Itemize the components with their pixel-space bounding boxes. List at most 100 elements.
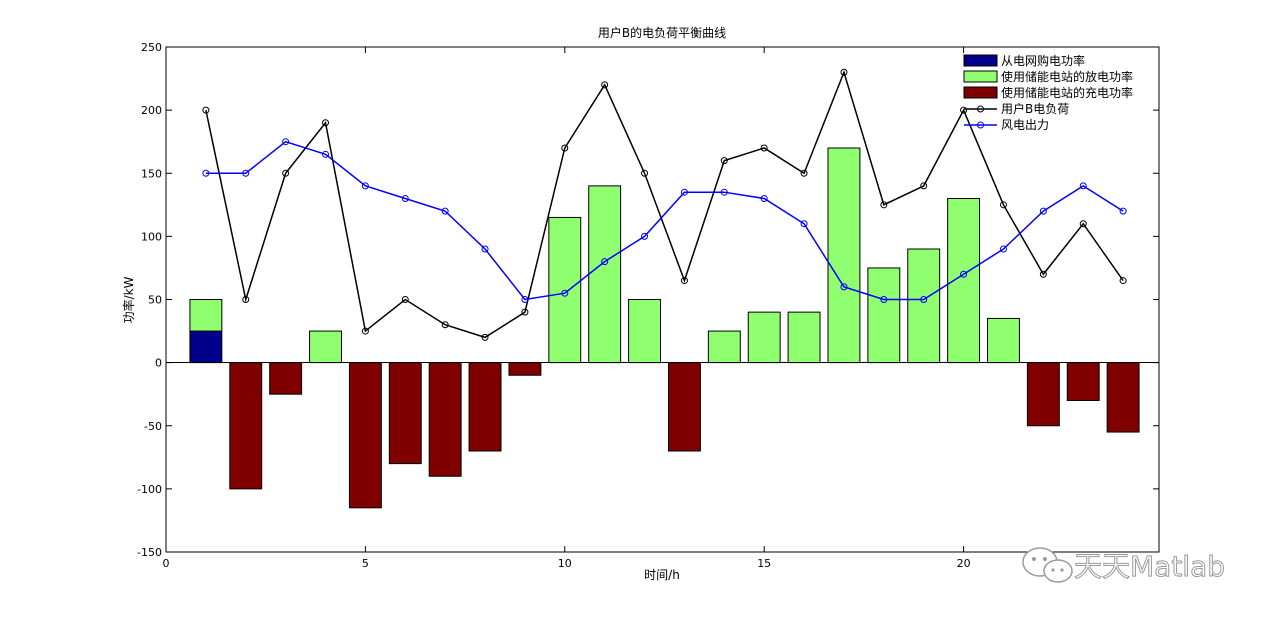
bar — [667, 362, 701, 452]
watermark: 天天Matlab — [1022, 547, 1226, 584]
bar — [707, 330, 741, 364]
data-point — [960, 106, 968, 114]
data-point — [641, 232, 649, 240]
data-point — [441, 321, 449, 329]
data-point — [282, 138, 290, 146]
bar — [588, 185, 622, 364]
data-point — [999, 201, 1007, 209]
bar — [1106, 362, 1140, 433]
data-point — [361, 182, 369, 190]
data-point — [242, 169, 250, 177]
x-axis-label: 时间/h — [644, 568, 680, 582]
y-axis-label: 功率/kW — [121, 276, 136, 323]
watermark-text: 天天Matlab — [1074, 550, 1225, 583]
data-point — [441, 207, 449, 215]
data-point — [800, 169, 808, 177]
data-point — [920, 296, 928, 303]
legend-swatch — [963, 54, 998, 67]
legend-label: 使用储能电站的放电功率 — [1001, 69, 1133, 84]
lines-layer — [202, 68, 1127, 341]
data-point — [322, 150, 330, 158]
legend-marker — [977, 121, 984, 129]
bar — [1066, 362, 1100, 401]
data-point — [880, 201, 888, 209]
bar — [468, 362, 502, 452]
data-point — [641, 169, 649, 177]
x-tick-label: 0 — [163, 557, 170, 570]
data-point — [720, 188, 728, 196]
data-point — [840, 68, 848, 76]
legend-label: 用户B电负荷 — [1001, 101, 1069, 116]
data-point — [1039, 270, 1047, 278]
data-point — [401, 296, 409, 303]
bar — [508, 362, 542, 376]
y-tick-label: 100 — [141, 230, 162, 243]
data-point — [840, 283, 848, 291]
bar — [867, 267, 901, 364]
bar — [628, 299, 662, 364]
bar — [388, 362, 422, 465]
legend-label: 使用储能电站的充电功率 — [1001, 85, 1133, 100]
data-point — [800, 220, 808, 228]
y-tick-label: 50 — [148, 294, 162, 307]
data-point — [880, 296, 888, 303]
data-point — [720, 157, 728, 165]
y-tick-label: 0 — [155, 357, 162, 370]
legend-swatch — [963, 86, 998, 99]
series-line — [205, 69, 1124, 339]
bar — [907, 248, 941, 364]
y-tick-label: 250 — [141, 41, 162, 54]
x-tick-label: 15 — [757, 557, 771, 570]
x-tick-label: 10 — [558, 557, 572, 570]
y-tick-label: -100 — [137, 483, 162, 496]
wechat-icon — [1022, 547, 1073, 583]
data-point — [521, 308, 529, 316]
data-point — [202, 169, 210, 177]
data-point — [1079, 220, 1087, 228]
bar — [189, 330, 223, 364]
legend-label: 风电出力 — [1001, 118, 1049, 132]
bar — [229, 362, 263, 490]
data-point — [960, 270, 968, 278]
bar — [1026, 362, 1060, 427]
data-point — [1039, 207, 1047, 215]
y-axis: -150 -100 -50 0 50 100 150 200 250 — [137, 41, 1159, 559]
bar — [787, 311, 821, 364]
data-point — [521, 296, 529, 303]
data-point — [202, 106, 210, 114]
legend-swatch — [963, 70, 998, 83]
data-point — [601, 258, 609, 266]
series-line — [205, 140, 1124, 301]
data-point — [242, 296, 250, 303]
legend-marker — [977, 105, 984, 113]
y-tick-label: -50 — [144, 420, 162, 433]
data-point — [282, 169, 290, 177]
bar — [269, 362, 303, 395]
data-point — [561, 289, 569, 297]
data-point — [481, 333, 489, 341]
data-point — [680, 277, 688, 285]
legend-label: 从电网购电功率 — [1001, 53, 1085, 68]
bar — [189, 299, 223, 332]
chart-title: 用户B的电负荷平衡曲线 — [598, 25, 726, 40]
data-point — [1119, 277, 1127, 285]
data-point — [401, 195, 409, 202]
data-point — [1119, 207, 1127, 215]
x-tick-label: 5 — [362, 557, 369, 570]
bars-layer — [189, 147, 1140, 509]
data-point — [561, 144, 569, 152]
data-point — [680, 188, 688, 196]
bar — [348, 362, 382, 509]
data-point — [322, 119, 330, 127]
data-point — [601, 81, 609, 89]
data-point — [920, 182, 928, 190]
data-point — [1079, 182, 1087, 190]
bar — [428, 362, 462, 477]
data-point — [760, 195, 768, 202]
bar — [309, 330, 342, 364]
y-tick-label: 200 — [141, 104, 162, 117]
bar — [987, 317, 1020, 364]
bar — [747, 311, 781, 364]
